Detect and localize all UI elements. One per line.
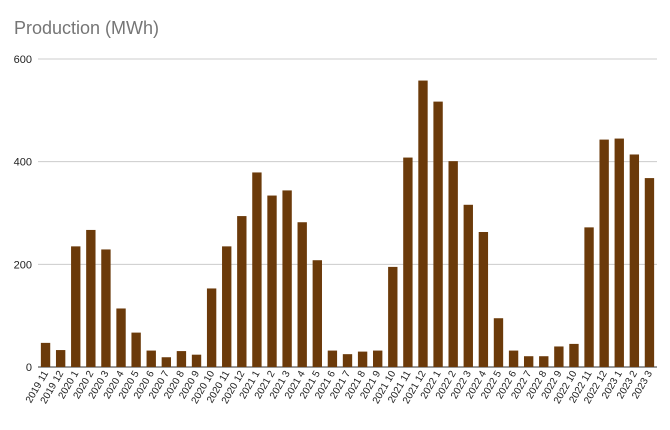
bar — [206, 288, 217, 367]
bar — [388, 266, 398, 367]
bar — [493, 318, 504, 367]
chart-title: Production (MWh) — [14, 18, 160, 38]
bar — [131, 332, 141, 367]
bar — [86, 229, 96, 367]
bar — [418, 80, 428, 367]
bar — [252, 172, 262, 367]
bar — [569, 343, 579, 367]
bar — [539, 356, 549, 367]
bar — [116, 308, 126, 367]
bar — [146, 350, 156, 367]
bar — [584, 227, 594, 367]
y-tick-label: 200 — [14, 259, 32, 271]
bar — [176, 351, 187, 367]
y-tick-label: 400 — [14, 157, 32, 169]
bar — [523, 356, 534, 367]
bar — [629, 154, 640, 367]
bar — [237, 216, 247, 367]
bar — [312, 260, 322, 367]
bar — [448, 161, 458, 367]
bar — [55, 350, 66, 367]
bar — [282, 190, 292, 367]
bar — [357, 351, 368, 367]
bar — [433, 101, 443, 368]
bar — [508, 350, 519, 367]
bar — [403, 157, 413, 367]
bar — [373, 350, 383, 367]
bar — [297, 222, 307, 367]
y-tick-label: 0 — [26, 362, 32, 374]
bar — [614, 138, 624, 367]
bar — [327, 350, 338, 367]
bar — [267, 195, 277, 367]
y-tick-label: 600 — [14, 54, 32, 66]
bar — [40, 342, 51, 367]
bar — [599, 139, 609, 367]
bar — [554, 346, 564, 367]
bar — [342, 354, 353, 367]
bar — [222, 246, 232, 367]
bar — [101, 249, 111, 367]
bar — [191, 354, 202, 367]
bar — [644, 178, 655, 367]
bar — [161, 357, 172, 367]
bar — [463, 204, 473, 367]
bar — [478, 231, 489, 367]
bar — [71, 246, 81, 367]
